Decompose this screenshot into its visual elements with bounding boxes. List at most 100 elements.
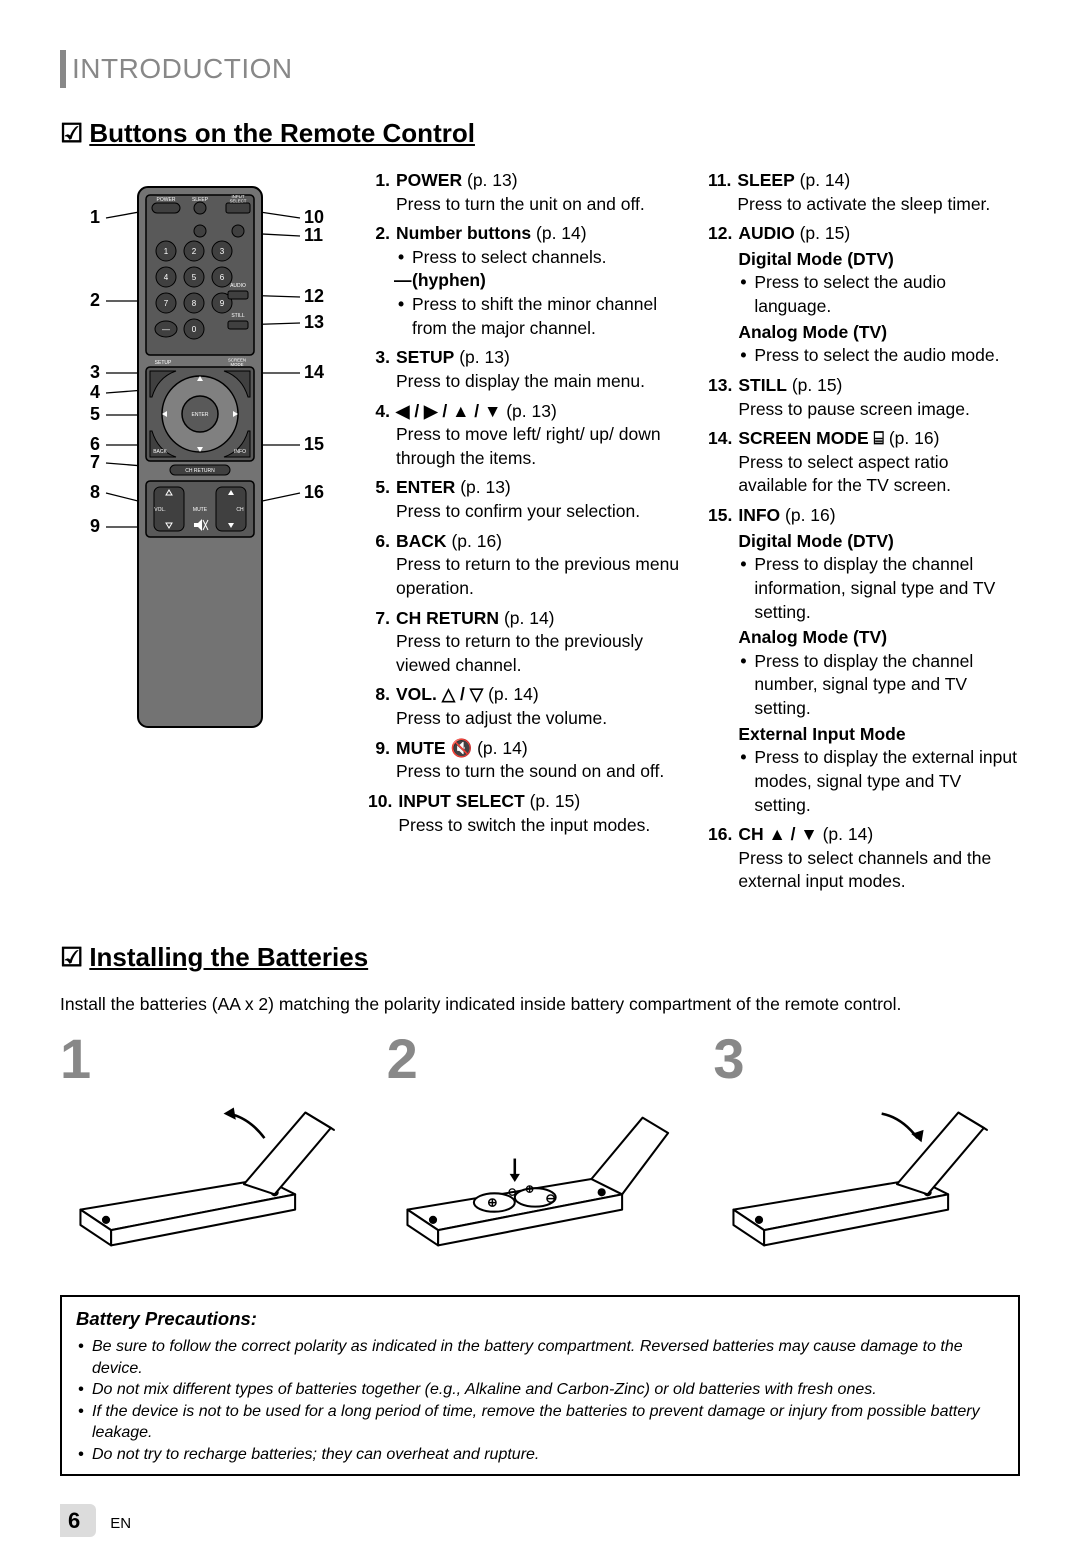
function-desc: Press to turn the sound on and off. [396, 760, 680, 784]
function-item: 10.INPUT SELECT (p. 15)Press to switch t… [368, 790, 680, 837]
function-item: 2.Number buttons (p. 14)Press to select … [368, 222, 680, 340]
function-item: 6.BACK (p. 16)Press to return to the pre… [368, 530, 680, 601]
function-bullet: Press to display the channel number, sig… [738, 650, 1020, 721]
function-item: 15.INFO (p. 16)Digital Mode (DTV) Press t… [708, 504, 1020, 817]
svg-text:4: 4 [90, 382, 100, 402]
svg-text:6: 6 [90, 434, 100, 454]
function-item: 8.VOL. △ / ▽ (p. 14)Press to adjust the … [368, 683, 680, 730]
svg-text:3: 3 [90, 362, 100, 382]
svg-text:9: 9 [220, 299, 225, 308]
svg-text:⊖: ⊖ [545, 1191, 555, 1205]
function-title: AUDIO (p. 15) [738, 222, 1020, 246]
check-icon: ☑ [60, 942, 83, 972]
precautions-list: Be sure to follow the correct polarity a… [76, 1336, 1004, 1466]
function-number: 13. [708, 374, 738, 421]
section-header: INTRODUCTION [60, 50, 1020, 88]
function-subheading: Analog Mode (TV) [738, 321, 1020, 345]
function-body: VOL. △ / ▽ (p. 14)Press to adjust the vo… [396, 683, 680, 730]
function-item: 14.SCREEN MODE ⌸ (p. 16)Press to select … [708, 427, 1020, 498]
svg-text:0: 0 [192, 325, 197, 334]
function-subheading: Digital Mode (DTV) [738, 248, 1020, 272]
function-bullet: Press to display the external input mode… [738, 746, 1020, 817]
function-number: 5. [368, 476, 396, 523]
precaution-item: Do not try to recharge batteries; they c… [76, 1444, 1004, 1466]
function-bullet: Press to select the audio language. [738, 271, 1020, 318]
battery-steps: 1 2 [60, 1031, 1020, 1267]
svg-text:12: 12 [304, 286, 324, 306]
precaution-item: Be sure to follow the correct polarity a… [76, 1336, 1004, 1379]
function-item: 13.STILL (p. 15)Press to pause screen im… [708, 374, 1020, 421]
svg-text:SLEEP: SLEEP [192, 197, 209, 203]
batteries-intro: Install the batteries (AA x 2) matching … [60, 993, 1020, 1017]
step-num: 1 [60, 1031, 367, 1087]
svg-text:13: 13 [304, 312, 324, 332]
buttons-section: 123456789 10111213141516 POWER SLEEP INP… [60, 169, 1020, 900]
function-title: CH RETURN (p. 14) [396, 607, 680, 631]
function-body: CH ▲ / ▼ (p. 14)Press to select channels… [738, 823, 1020, 894]
heading-buttons-text: Buttons on the Remote Control [89, 118, 475, 148]
function-subheading: Analog Mode (TV) [738, 626, 1020, 650]
desc-col-1: 1.POWER (p. 13)Press to turn the unit on… [368, 169, 680, 900]
svg-text:2: 2 [192, 247, 197, 256]
precautions-title: Battery Precautions: [76, 1307, 1004, 1332]
function-title: SETUP (p. 13) [396, 346, 680, 370]
page-lang: EN [110, 1514, 131, 1534]
function-item: 3.SETUP (p. 13)Press to display the main… [368, 346, 680, 393]
function-desc: Press to turn the unit on and off. [396, 193, 680, 217]
function-body: SETUP (p. 13)Press to display the main m… [396, 346, 680, 393]
step-1: 1 [60, 1031, 367, 1267]
function-bullet: Press to select channels. [396, 246, 680, 270]
function-desc: Press to select channels and the externa… [738, 847, 1020, 894]
svg-text:⊕: ⊕ [487, 1195, 497, 1209]
function-number: 4. [368, 400, 396, 471]
function-title: CH ▲ / ▼ (p. 14) [738, 823, 1020, 847]
svg-text:6: 6 [220, 273, 225, 282]
svg-text:1: 1 [164, 247, 169, 256]
function-title: SLEEP (p. 14) [737, 169, 1020, 193]
function-subheading: Digital Mode (DTV) [738, 530, 1020, 554]
function-number: 1. [368, 169, 396, 216]
function-desc: Press to move left/ right/ up/ down thro… [396, 423, 680, 470]
step-num: 2 [387, 1031, 694, 1087]
svg-text:1: 1 [90, 207, 100, 227]
svg-text:POWER: POWER [157, 197, 176, 203]
svg-text:AUDIO: AUDIO [230, 283, 246, 289]
svg-text:ENTER: ENTER [192, 412, 209, 418]
svg-text:3: 3 [220, 247, 225, 256]
function-number: 2. [368, 222, 396, 340]
function-number: 8. [368, 683, 396, 730]
svg-text:⊕: ⊕ [525, 1183, 534, 1195]
svg-text:7: 7 [90, 452, 100, 472]
function-title: VOL. △ / ▽ (p. 14) [396, 683, 680, 707]
function-item: 11.SLEEP (p. 14)Press to activate the sl… [708, 169, 1020, 216]
remote-diagram: 123456789 10111213141516 POWER SLEEP INP… [60, 169, 340, 746]
step-2-illustration: ⊕ ⊖ ⊖ ⊕ [387, 1087, 694, 1261]
svg-text:CH: CH [236, 507, 244, 513]
function-body: SLEEP (p. 14)Press to activate the sleep… [737, 169, 1020, 216]
svg-text:5: 5 [192, 273, 197, 282]
function-desc: Press to activate the sleep timer. [737, 193, 1020, 217]
svg-text:5: 5 [90, 404, 100, 424]
desc-col-2: 11.SLEEP (p. 14)Press to activate the sl… [708, 169, 1020, 900]
svg-text:VOL.: VOL. [154, 507, 165, 513]
heading-batteries: ☑Installing the Batteries [60, 940, 1020, 975]
svg-text:BACK: BACK [153, 449, 167, 455]
step-3: 3 [713, 1031, 1020, 1267]
function-desc: Press to pause screen image. [738, 398, 1020, 422]
function-body: ◀ / ▶ / ▲ / ▼ (p. 13)Press to move left/… [396, 400, 680, 471]
function-body: ENTER (p. 13)Press to confirm your selec… [396, 476, 680, 523]
remote-svg: 123456789 10111213141516 POWER SLEEP INP… [60, 169, 340, 739]
function-item: 16.CH ▲ / ▼ (p. 14)Press to select chann… [708, 823, 1020, 894]
svg-text:2: 2 [90, 290, 100, 310]
function-dash: (hyphen) [396, 269, 680, 293]
function-body: MUTE 🔇 (p. 14)Press to turn the sound on… [396, 737, 680, 784]
function-bullet: Press to shift the minor channel from th… [396, 293, 680, 340]
function-number: 15. [708, 504, 738, 817]
svg-text:⊖: ⊖ [507, 1186, 516, 1198]
function-desc: Press to select aspect ratio available f… [738, 451, 1020, 498]
svg-text:7: 7 [164, 299, 169, 308]
function-title: INFO (p. 16) [738, 504, 1020, 528]
step-2: 2 ⊕ ⊖ ⊖ ⊕ [387, 1031, 694, 1267]
function-body: POWER (p. 13)Press to turn the unit on a… [396, 169, 680, 216]
step-num: 3 [713, 1031, 1020, 1087]
